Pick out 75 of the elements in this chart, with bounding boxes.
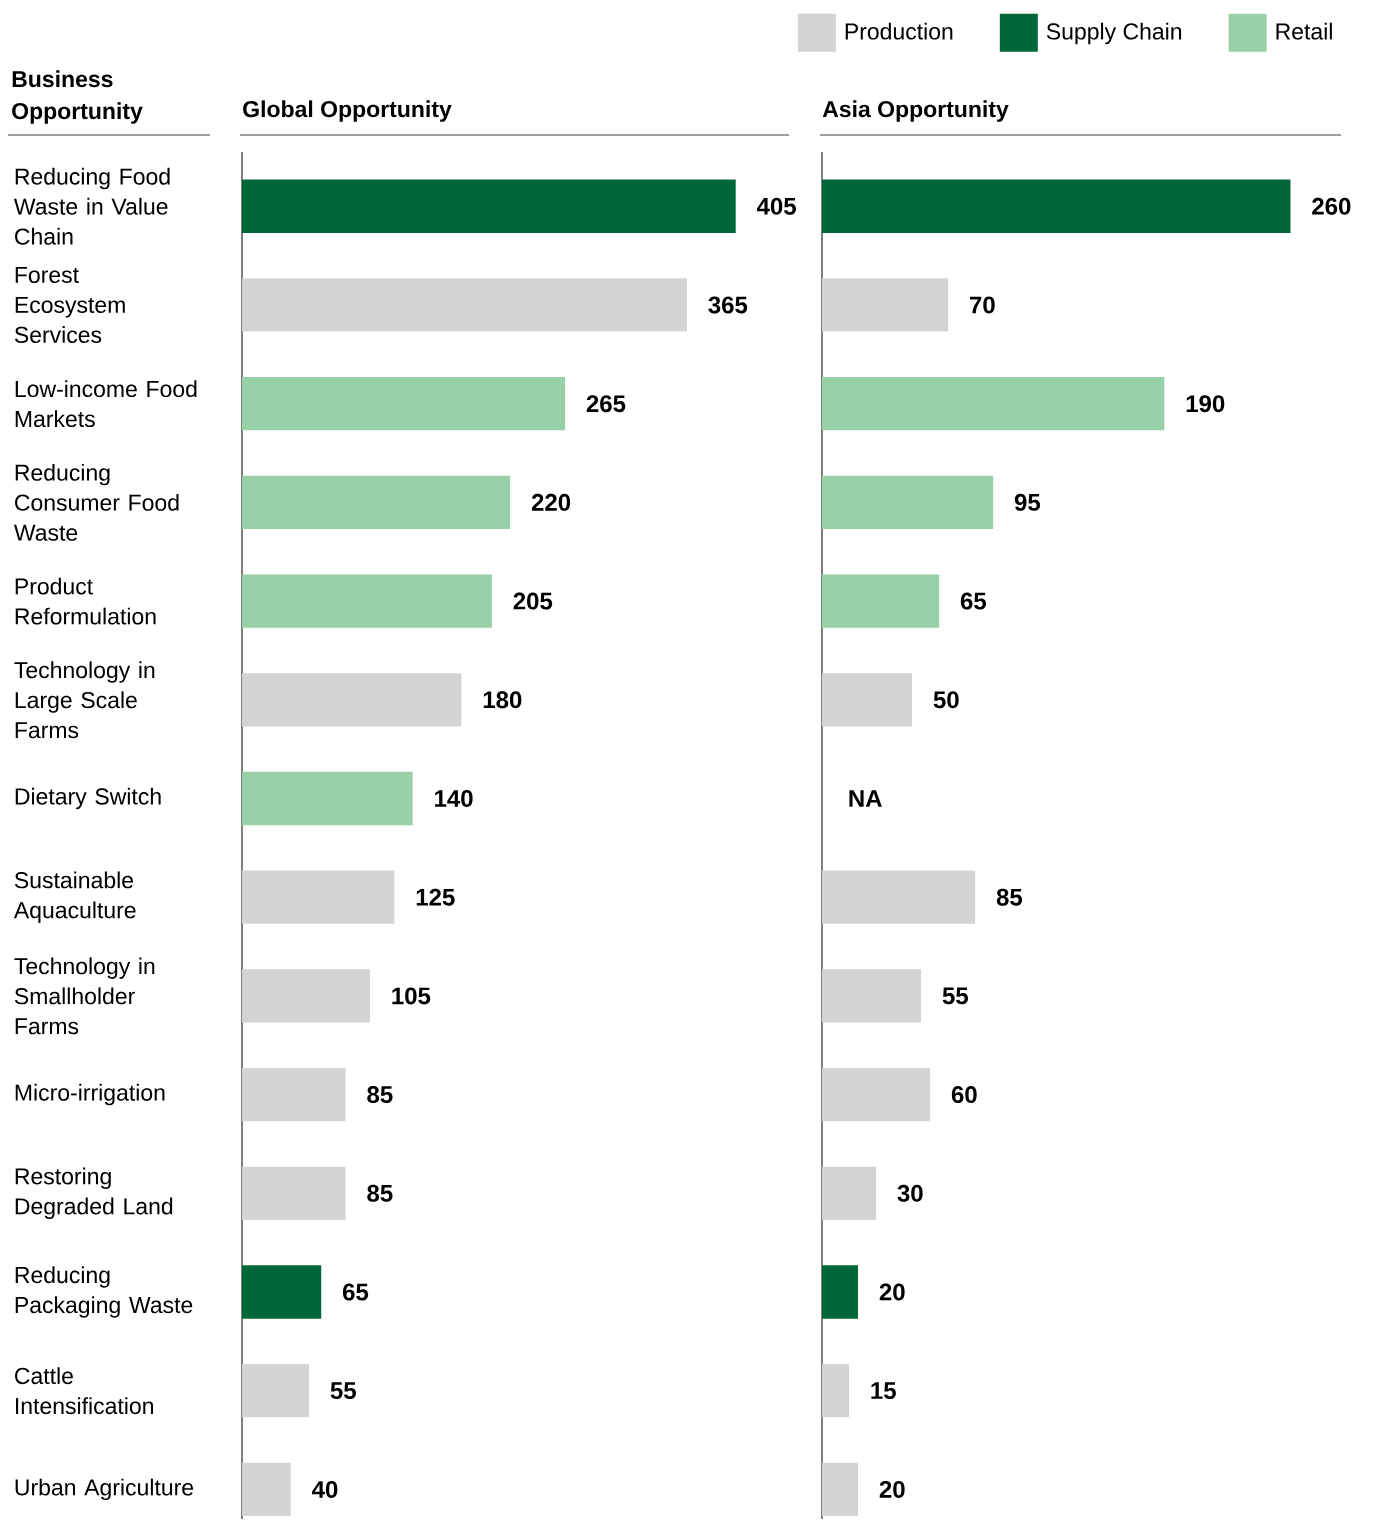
y-tick-label: Sustainable Aquaculture — [13, 871, 136, 923]
data-label: 180 — [483, 691, 522, 709]
y-tick-label: Forest Ecosystem Services — [14, 266, 125, 343]
bar — [822, 1364, 850, 1418]
data-label: 65 — [342, 1283, 369, 1301]
annotation: NA — [849, 790, 882, 807]
bar — [242, 179, 736, 233]
bar — [242, 673, 462, 727]
data-label: 260 — [1312, 197, 1351, 215]
bar — [822, 377, 1165, 431]
bar — [822, 1067, 931, 1122]
y-tick-label: Technology in Smallholder Farms — [14, 957, 155, 1035]
data-label: 105 — [392, 987, 431, 1005]
bar — [822, 673, 913, 727]
data-label: 95 — [1014, 493, 1041, 511]
y-tick-label: Product Reformulation — [15, 577, 156, 625]
bar — [242, 1166, 346, 1220]
data-label: 15 — [871, 1382, 896, 1400]
chart-title: Asia Opportunity — [822, 100, 1009, 122]
bar — [242, 1364, 310, 1418]
data-label: 40 — [311, 1480, 338, 1498]
y-tick-label: Micro-irrigation — [15, 1083, 165, 1106]
legend-label: Production — [845, 22, 953, 40]
y-tick-label: Urban Agriculture — [15, 1478, 194, 1501]
y-tick-label: Dietary Switch — [15, 787, 161, 810]
data-label: 265 — [586, 395, 626, 413]
legend-label: Supply Chain — [1046, 22, 1182, 45]
bar — [822, 574, 940, 628]
data-label: 85 — [996, 888, 1023, 906]
data-label: 65 — [960, 592, 987, 610]
data-label: 220 — [531, 493, 571, 511]
bar — [242, 475, 511, 530]
bar — [242, 278, 687, 332]
y-axis-title: Business Opportunity — [12, 70, 143, 124]
bar — [242, 1462, 291, 1517]
data-label: 85 — [367, 1184, 393, 1202]
data-label: 140 — [435, 789, 473, 807]
data-label: 205 — [513, 592, 553, 610]
bar — [242, 1067, 346, 1122]
bar — [822, 278, 949, 332]
legend-label: Retail — [1276, 22, 1332, 40]
y-tick-label: Cattle Intensification — [15, 1367, 153, 1415]
data-label: 30 — [897, 1184, 923, 1202]
data-label: 55 — [330, 1382, 356, 1400]
bar — [242, 377, 566, 431]
data-label: 125 — [416, 888, 455, 906]
bar — [822, 969, 922, 1023]
data-label: 20 — [879, 1283, 905, 1301]
data-label: 55 — [942, 987, 968, 1005]
bar — [822, 475, 994, 530]
bar — [242, 574, 492, 628]
bar — [242, 969, 370, 1023]
bar — [822, 870, 976, 924]
data-label: 365 — [708, 296, 748, 314]
bar — [822, 1166, 877, 1220]
y-tick-label: Technology in Large Scale Farms — [14, 661, 155, 739]
y-tick-label: Reducing Packaging Waste — [15, 1266, 193, 1318]
bar — [242, 1265, 322, 1319]
data-label: 20 — [879, 1480, 905, 1498]
y-tick-label: Low-income Food Markets — [15, 380, 197, 428]
data-label: 70 — [970, 296, 995, 314]
data-label: 60 — [951, 1086, 977, 1104]
y-tick-label: Reducing Food Waste in Value Chain — [13, 167, 170, 245]
bar — [822, 1462, 859, 1517]
bar — [242, 870, 395, 924]
y-tick-label: Restoring Degraded Land — [15, 1167, 173, 1220]
data-label: 85 — [367, 1086, 393, 1104]
chart-title: Global Opportunity — [243, 100, 452, 122]
bar — [242, 771, 413, 826]
bar — [822, 1265, 859, 1319]
data-label: 190 — [1186, 395, 1225, 413]
y-tick-label: Reducing Consumer Food Waste — [13, 463, 179, 541]
data-label: 405 — [756, 197, 796, 215]
data-label: 50 — [933, 691, 959, 709]
bar — [822, 179, 1291, 233]
